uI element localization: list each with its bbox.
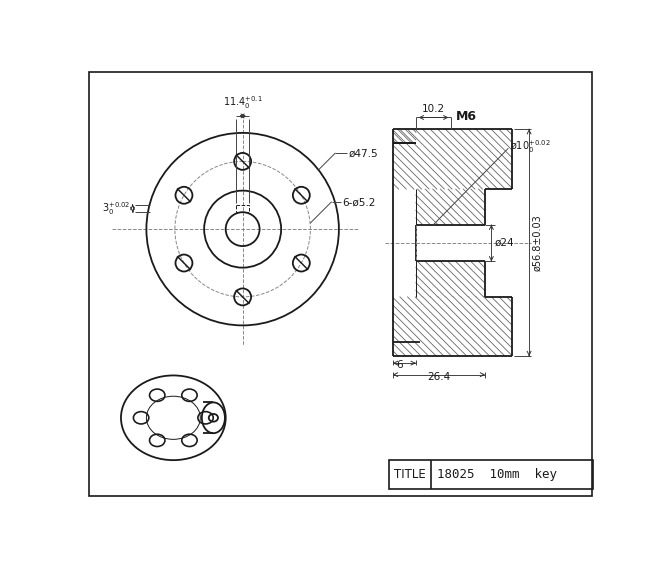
Bar (389, 460, 593, 490)
Text: 6: 6 (396, 360, 403, 370)
Bar (393, 297, 512, 356)
Text: $11.4^{+0.1}_{0}$: $11.4^{+0.1}_{0}$ (223, 94, 263, 111)
Text: 6-ø5.2: 6-ø5.2 (342, 197, 376, 207)
Text: 10.2: 10.2 (422, 103, 445, 114)
Text: ø24: ø24 (495, 238, 514, 248)
Text: ø56.8±0.03: ø56.8±0.03 (532, 214, 542, 271)
Text: TITLE: TITLE (394, 468, 426, 481)
Text: M6: M6 (456, 110, 477, 123)
Bar (393, 129, 416, 143)
Text: 18025  10mm  key: 18025 10mm key (438, 468, 557, 481)
Text: $3^{+0.02}_{0}$: $3^{+0.02}_{0}$ (102, 200, 130, 217)
Text: ø$10^{+0.02}_{0}$: ø$10^{+0.02}_{0}$ (510, 138, 551, 155)
Bar (393, 129, 512, 189)
Bar (393, 129, 512, 356)
Bar (237, 205, 249, 212)
Text: 26.4: 26.4 (428, 371, 451, 382)
Text: ø47.5: ø47.5 (348, 149, 378, 158)
